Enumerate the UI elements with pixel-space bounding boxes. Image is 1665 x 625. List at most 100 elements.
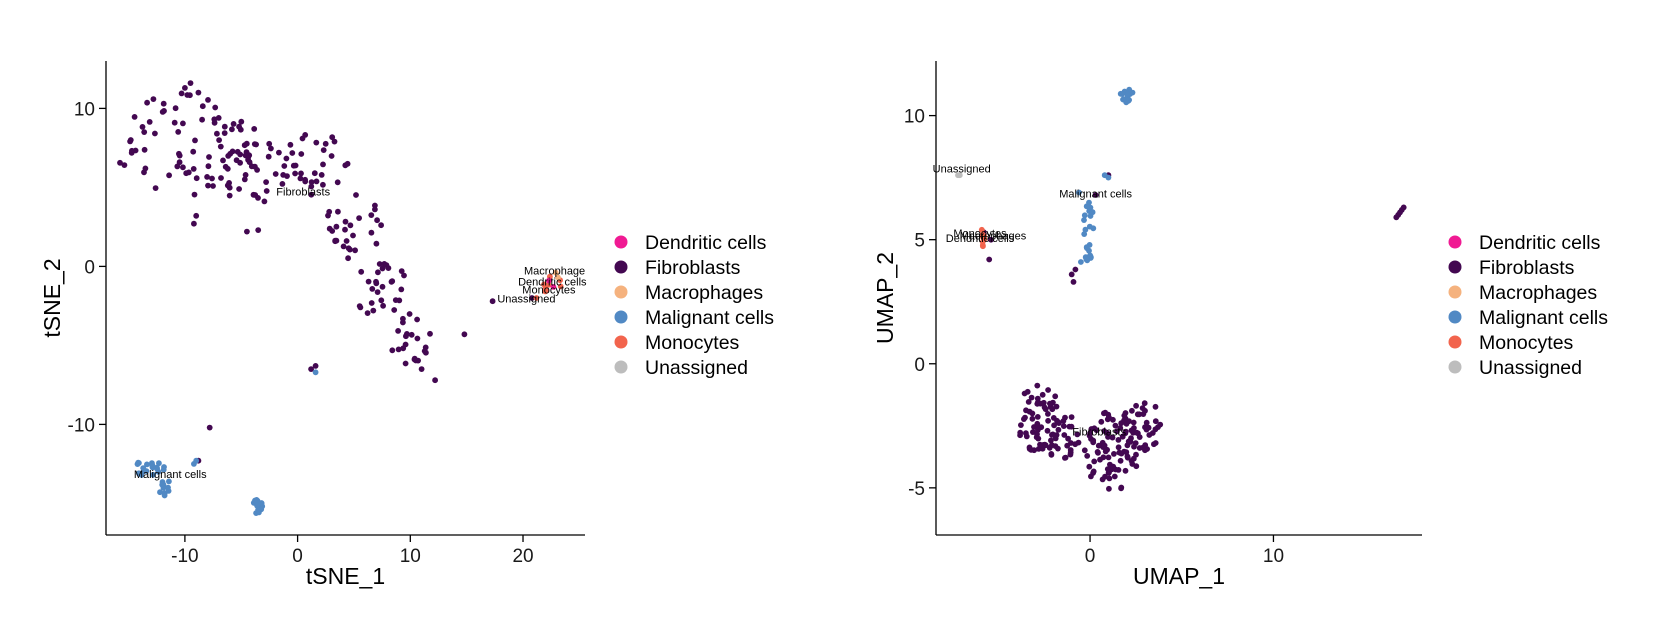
legend-key-unassigned	[1448, 360, 1462, 374]
point-fibroblasts	[1055, 426, 1062, 433]
point-fibroblasts	[251, 125, 258, 132]
point-fibroblasts	[1118, 484, 1125, 491]
point-fibroblasts	[1021, 416, 1027, 422]
point-fibroblasts	[1106, 414, 1112, 421]
point-malignant-cells	[160, 485, 167, 491]
point-fibroblasts	[1105, 434, 1111, 440]
point-fibroblasts	[368, 212, 375, 219]
cluster-label-dendritic-cells: Dendritic cells	[946, 233, 1015, 245]
point-fibroblasts	[299, 135, 306, 142]
point-fibroblasts	[418, 366, 425, 372]
point-fibroblasts	[389, 347, 396, 354]
point-fibroblasts	[206, 424, 213, 431]
legend-item: Dendritic cells	[614, 232, 767, 254]
point-fibroblasts	[246, 159, 253, 166]
legend-item: Macrophages	[614, 282, 763, 304]
point-malignant-cells	[258, 500, 265, 506]
cluster-label-monocytes: Monocytes	[522, 284, 576, 296]
point-fibroblasts	[1117, 457, 1124, 464]
point-fibroblasts	[1152, 403, 1159, 410]
legend-key-dendritic-cells	[614, 235, 628, 249]
point-fibroblasts	[1034, 382, 1041, 389]
point-fibroblasts	[234, 148, 241, 155]
legend-item: Unassigned	[1448, 357, 1582, 379]
legend-key-macrophages	[1448, 285, 1462, 299]
point-fibroblasts	[199, 103, 206, 110]
point-fibroblasts	[193, 212, 200, 219]
point-fibroblasts	[345, 245, 352, 252]
point-fibroblasts	[1088, 426, 1095, 432]
point-fibroblasts	[345, 255, 351, 262]
point-fibroblasts	[461, 331, 468, 338]
point-fibroblasts	[1393, 214, 1400, 221]
legend-label: Fibroblasts	[1479, 257, 1575, 279]
point-fibroblasts	[1045, 417, 1051, 424]
point-fibroblasts	[221, 130, 228, 137]
point-fibroblasts	[347, 222, 354, 229]
point-fibroblasts	[1045, 411, 1051, 417]
point-fibroblasts	[322, 140, 329, 147]
point-fibroblasts	[392, 297, 399, 303]
point-monocytes	[557, 283, 564, 290]
point-fibroblasts	[281, 163, 288, 169]
point-fibroblasts	[152, 130, 158, 137]
point-fibroblasts	[276, 149, 282, 156]
point-fibroblasts	[211, 116, 218, 123]
point-fibroblasts	[1055, 445, 1061, 452]
point-fibroblasts	[263, 179, 269, 186]
point-fibroblasts	[364, 310, 371, 316]
point-fibroblasts	[328, 153, 335, 159]
point-fibroblasts	[1091, 458, 1098, 465]
point-fibroblasts	[352, 247, 358, 254]
point-fibroblasts	[318, 172, 325, 178]
point-fibroblasts	[391, 307, 398, 313]
point-fibroblasts	[1101, 442, 1108, 449]
point-malignant-cells	[141, 467, 148, 474]
point-macrophages	[552, 269, 559, 276]
point-fibroblasts	[254, 167, 260, 173]
point-fibroblasts	[236, 123, 243, 130]
point-fibroblasts	[1119, 433, 1126, 440]
point-fibroblasts	[131, 114, 138, 120]
point-fibroblasts	[370, 307, 377, 314]
point-fibroblasts	[378, 297, 385, 304]
point-malignant-cells	[252, 497, 258, 504]
point-fibroblasts	[1049, 406, 1056, 413]
point-fibroblasts	[1024, 388, 1031, 395]
point-fibroblasts	[180, 164, 186, 171]
legend-key-dendritic-cells	[1448, 235, 1462, 249]
point-fibroblasts	[1139, 405, 1146, 411]
point-monocytes	[981, 236, 988, 243]
point-fibroblasts	[1048, 451, 1055, 457]
legend-key-macrophages	[614, 285, 628, 299]
umap-y-axis-title: UMAP_2	[872, 252, 898, 344]
point-fibroblasts	[1129, 407, 1135, 414]
point-monocytes	[541, 281, 547, 288]
point-fibroblasts	[302, 178, 309, 185]
point-fibroblasts	[159, 109, 166, 115]
point-fibroblasts	[1074, 431, 1081, 438]
point-fibroblasts	[222, 163, 229, 170]
point-fibroblasts	[1124, 454, 1131, 461]
point-malignant-cells	[1083, 256, 1090, 263]
cluster-label-macrophage: Macrophage	[524, 265, 585, 277]
point-fibroblasts	[340, 243, 347, 250]
point-fibroblasts	[214, 130, 220, 137]
point-fibroblasts	[1037, 441, 1043, 448]
point-fibroblasts	[171, 119, 178, 126]
point-fibroblasts	[422, 344, 429, 351]
point-fibroblasts	[342, 226, 348, 233]
legend-key-monocytes	[1448, 335, 1462, 349]
point-malignant-cells	[154, 465, 161, 472]
tsne-x-axis-title: tSNE_1	[306, 563, 385, 589]
umap-legend: Dendritic cells Fibroblasts Macrophages …	[1448, 232, 1608, 379]
tsne-legend: Dendritic cells Fibroblasts Macrophages …	[614, 232, 774, 379]
point-fibroblasts	[1123, 449, 1130, 456]
point-monocytes	[542, 288, 549, 295]
point-fibroblasts	[150, 96, 157, 102]
point-malignant-cells	[149, 463, 156, 470]
legend-key-fibroblasts	[614, 260, 628, 274]
point-fibroblasts	[1047, 400, 1053, 407]
point-fibroblasts	[1141, 400, 1148, 407]
umap-y-tick-label: 5	[914, 231, 925, 252]
